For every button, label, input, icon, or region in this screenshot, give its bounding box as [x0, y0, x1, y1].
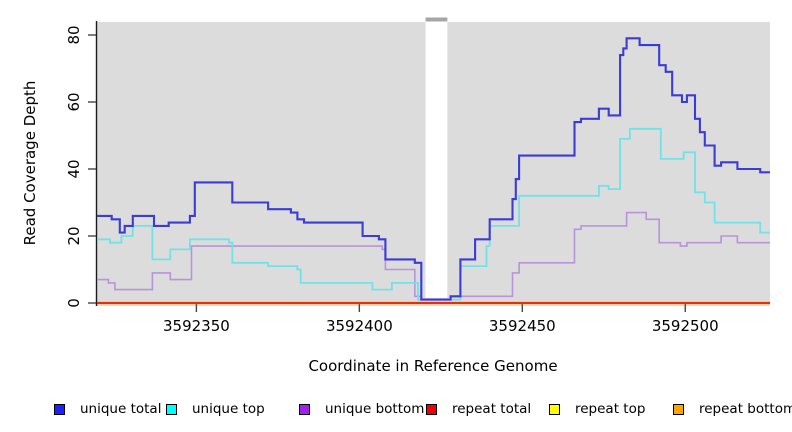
y-tick-label: 20: [65, 226, 83, 246]
x-axis-label: Coordinate in Reference Genome: [308, 357, 558, 375]
series-line-unique-total: [97, 37, 770, 301]
x-tick-label: 3592450: [488, 317, 556, 335]
y-tick-label: 80: [65, 25, 83, 45]
x-tick-label: 3592400: [325, 317, 393, 335]
y-tick-label: 0: [65, 298, 83, 308]
coverage-gap: [425, 21, 448, 298]
x-tick-label: 3592500: [651, 317, 719, 335]
y-tick-label: 40: [65, 159, 83, 179]
x-tick-label: 3592350: [162, 317, 230, 335]
y-tick-label: 60: [65, 92, 83, 112]
y-axis-label: Read Coverage Depth: [21, 80, 39, 246]
coverage-gap-cap: [425, 17, 448, 22]
series-line-unique-bottom: [97, 211, 770, 301]
